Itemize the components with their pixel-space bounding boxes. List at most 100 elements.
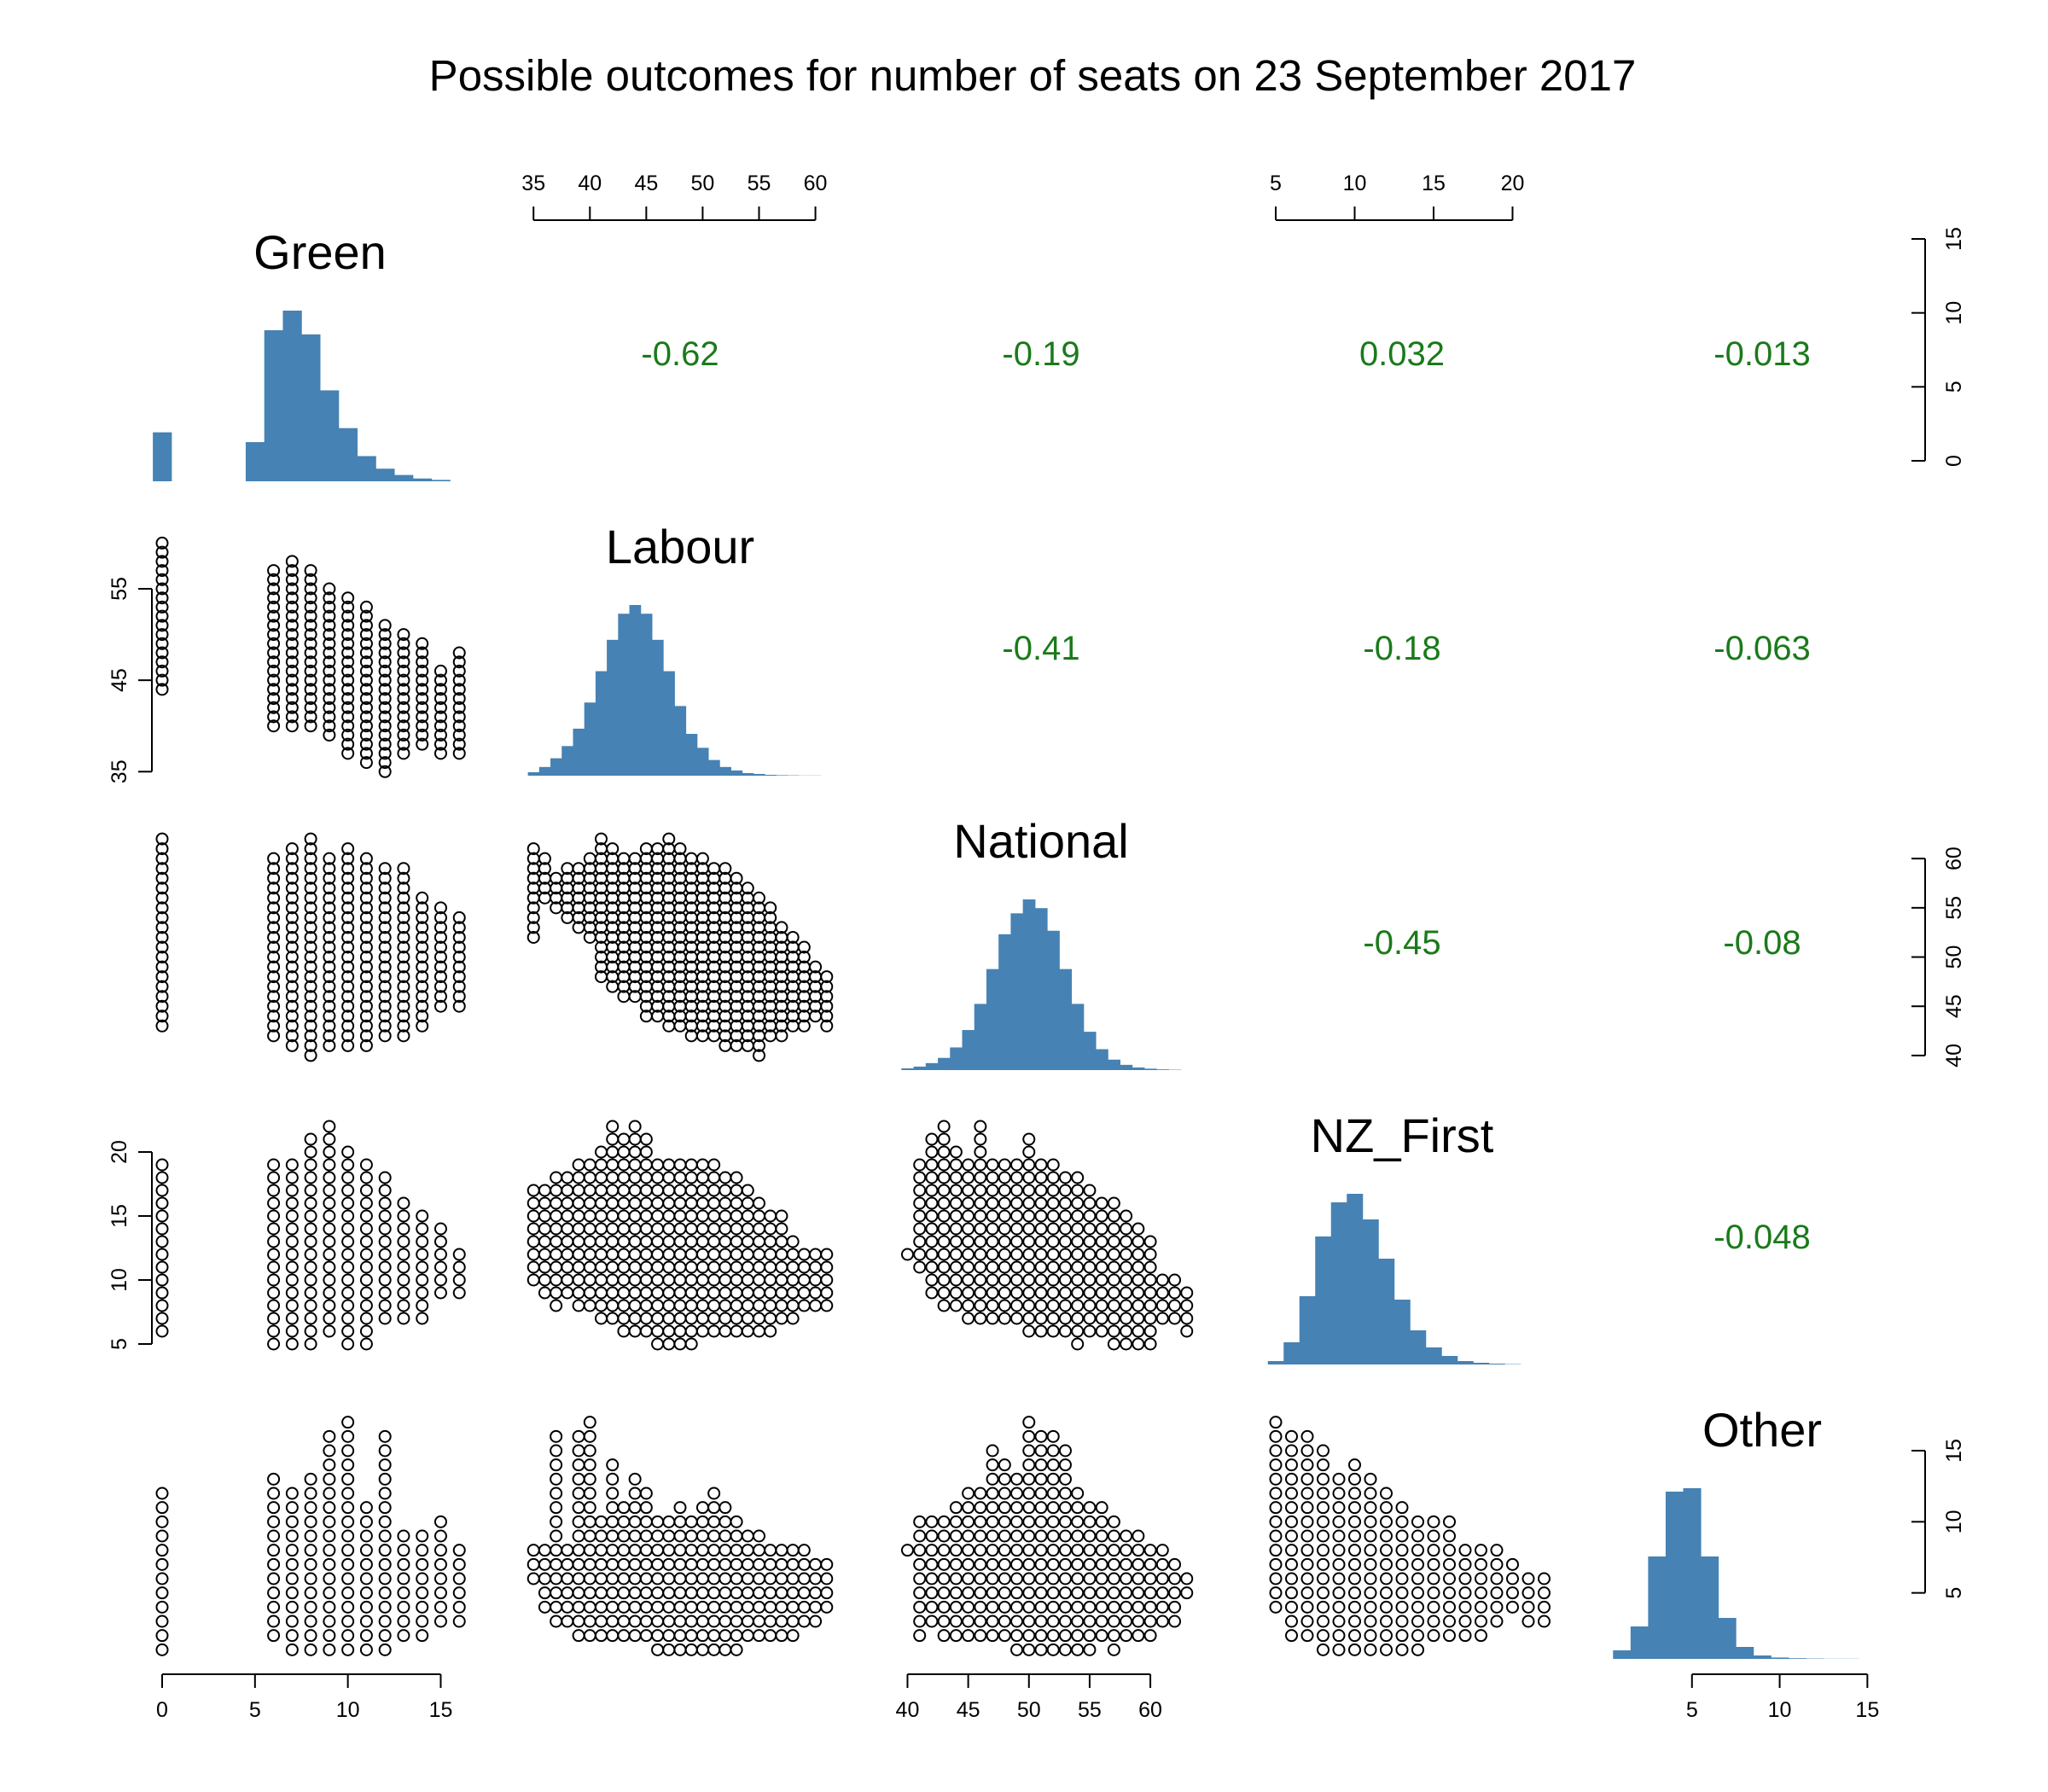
scatter-point: [572, 1209, 585, 1223]
scatter-point: [949, 1222, 963, 1236]
scatter-point: [1300, 1429, 1314, 1443]
scatter-point: [285, 1544, 299, 1557]
scatter-point: [651, 1299, 665, 1312]
scatter-point: [1046, 1501, 1060, 1515]
scatter-point: [741, 1529, 754, 1543]
scatter-point: [1058, 1487, 1072, 1500]
scatter-point: [267, 901, 281, 915]
scatter-point: [1022, 1286, 1036, 1300]
scatter-point: [341, 1260, 355, 1274]
scatter-point: [416, 960, 429, 974]
scatter-point: [267, 1324, 281, 1338]
scatter-point: [1180, 1572, 1194, 1585]
scatter-point: [378, 747, 392, 760]
scatter-point: [1120, 1629, 1133, 1643]
scatter-point: [639, 1572, 653, 1585]
scatter-point: [753, 1529, 765, 1543]
scatter-point: [974, 1184, 987, 1197]
histogram-bar-national: [1083, 1032, 1097, 1070]
scatter-point: [1071, 1572, 1085, 1585]
scatter-point: [1107, 1235, 1120, 1248]
scatter-point: [1490, 1544, 1504, 1557]
scatter-point: [359, 1544, 373, 1557]
scatter-point: [267, 960, 281, 974]
scatter-point: [285, 1286, 299, 1300]
scatter-point: [341, 719, 355, 733]
scatter-point: [937, 1273, 951, 1287]
scatter-point: [797, 940, 811, 954]
scatter-panel-nz_first-other: [1269, 1416, 1551, 1656]
scatter-point: [1083, 1312, 1097, 1325]
scatter-point: [285, 891, 299, 905]
scatter-point: [341, 960, 355, 974]
scatter-point: [155, 673, 169, 687]
scatter-point: [1348, 1472, 1361, 1486]
scatter-point: [267, 719, 281, 733]
scatter-point: [1022, 1529, 1036, 1543]
scatter-point: [267, 1529, 281, 1543]
scatter-point: [719, 1544, 732, 1557]
scatter-point: [323, 1260, 336, 1274]
scatter-point: [550, 1572, 563, 1585]
scatter-point: [583, 1171, 596, 1184]
scatter-point: [1022, 1429, 1036, 1443]
scatter-point: [1443, 1586, 1456, 1600]
scatter-point: [572, 1586, 585, 1600]
histogram-bar-green: [282, 311, 302, 481]
scatter-point: [155, 1184, 169, 1197]
scatter-point: [572, 1629, 585, 1643]
scatter-point: [1095, 1312, 1108, 1325]
scatter-point: [741, 1572, 754, 1585]
scatter-point: [1095, 1501, 1108, 1515]
scatter-point: [937, 1299, 951, 1312]
scatter-point: [1034, 1324, 1048, 1338]
histogram-bar-other: [1665, 1492, 1684, 1659]
histogram-bar-labour: [663, 671, 675, 776]
scatter-point: [1107, 1273, 1120, 1287]
scatter-point: [304, 832, 317, 846]
scatter-point: [285, 911, 299, 924]
histogram-bar-nz_first: [1267, 1361, 1284, 1364]
scatter-point: [1071, 1171, 1085, 1184]
scatter-point: [1168, 1586, 1182, 1600]
scatter-point: [775, 1629, 788, 1643]
scatter-point: [1521, 1600, 1535, 1614]
scatter-point: [323, 1132, 336, 1146]
scatter-point: [998, 1615, 1011, 1628]
scatter-point: [416, 1529, 429, 1543]
scatter-point: [1443, 1572, 1456, 1585]
scatter-point: [673, 1209, 687, 1223]
scatter-point: [285, 1529, 299, 1543]
tick-label-nz_first: 20: [108, 1140, 131, 1164]
scatter-point: [741, 1600, 754, 1614]
histogram-bar-green: [320, 390, 340, 481]
scatter-point: [606, 1312, 620, 1325]
scatter-point: [304, 881, 317, 895]
scatter-point: [359, 1286, 373, 1300]
scatter-point: [1458, 1557, 1472, 1571]
scatter-point: [1046, 1209, 1060, 1223]
scatter-point: [937, 1615, 951, 1628]
scatter-point: [416, 921, 429, 934]
scatter-point: [1058, 1557, 1072, 1571]
scatter-point: [639, 1260, 653, 1274]
scatter-point: [1132, 1260, 1145, 1274]
scatter-point: [397, 951, 410, 964]
scatter-point: [267, 1009, 281, 1023]
scatter-point: [285, 1009, 299, 1023]
scatter-point: [285, 655, 299, 669]
scatter-point: [1046, 1444, 1060, 1457]
scatter-point: [378, 980, 392, 993]
histogram-bar-other: [1648, 1556, 1667, 1659]
scatter-point: [1058, 1501, 1072, 1515]
scatter-point: [684, 1222, 698, 1236]
scatter-point: [974, 1209, 987, 1223]
scatter-point: [583, 1260, 596, 1274]
scatter-point: [1010, 1184, 1024, 1197]
scatter-point: [998, 1184, 1011, 1197]
scatter-point: [323, 951, 336, 964]
scatter-point: [606, 1286, 620, 1300]
scatter-point: [267, 871, 281, 885]
scatter-point: [452, 970, 466, 984]
scatter-point: [606, 1572, 620, 1585]
